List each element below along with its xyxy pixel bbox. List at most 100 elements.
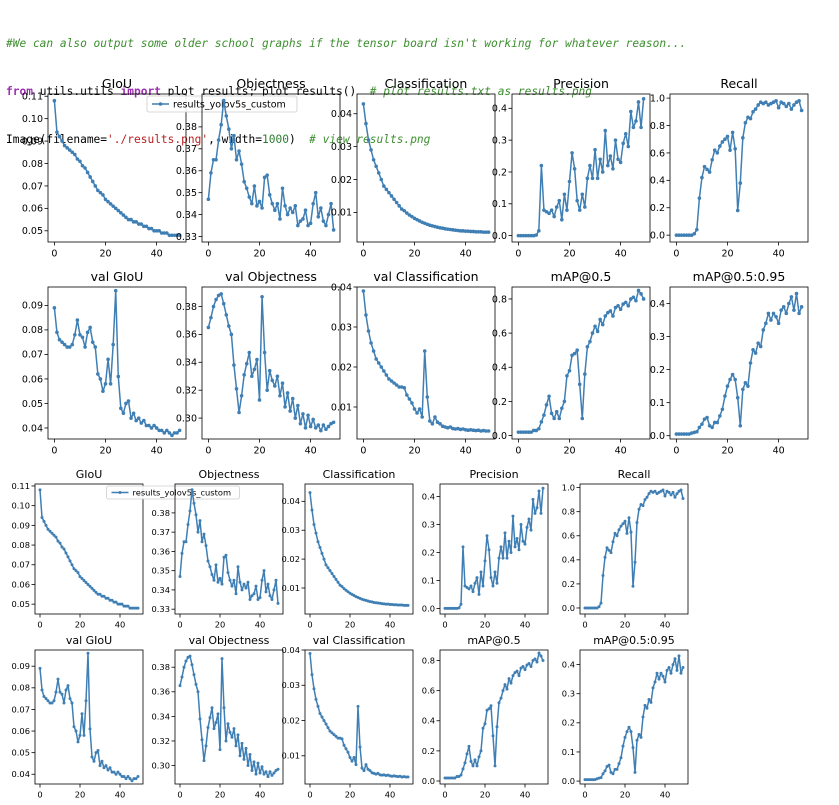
data-point	[324, 563, 328, 567]
data-point	[78, 733, 82, 737]
data-point	[481, 584, 485, 588]
module-name: utils.utils	[32, 85, 121, 98]
data-point	[406, 603, 410, 607]
x-tick-label: 40	[385, 789, 396, 799]
data-point	[639, 735, 643, 739]
data-point	[72, 567, 76, 571]
data-point	[641, 297, 646, 301]
data-point	[240, 741, 244, 745]
data-point	[222, 706, 226, 710]
data-point	[547, 211, 551, 216]
y-tick-label: 0.8	[650, 121, 665, 132]
data-point	[597, 605, 601, 609]
panel-classification-2: Classification 0 20 40 0.01 0.02 0.03 0.04	[282, 468, 414, 629]
import-rest: plot_results; plot_results()	[160, 85, 370, 98]
data-point	[214, 563, 218, 567]
data-point	[753, 107, 758, 111]
data-point	[126, 217, 131, 222]
data-point	[126, 604, 130, 608]
data-point	[590, 331, 595, 335]
data-point	[342, 587, 346, 591]
data-point	[106, 199, 110, 204]
x-tick-label: 0	[177, 789, 182, 799]
data-point	[570, 151, 574, 155]
data-point	[316, 540, 320, 544]
data-point	[483, 559, 487, 563]
y-tick-label: 0.10	[12, 501, 30, 511]
data-point	[80, 712, 84, 716]
data-point	[665, 668, 669, 672]
series-results-yolov5s-custom	[361, 289, 491, 433]
data-point	[293, 204, 298, 208]
data-point	[615, 534, 619, 538]
data-point	[268, 770, 272, 774]
data-point	[80, 335, 85, 340]
x-tick-label: 40	[520, 619, 531, 629]
data-point	[539, 163, 544, 168]
data-point	[303, 208, 308, 213]
data-point	[723, 394, 727, 398]
y-tick-label: 0.6	[650, 148, 665, 159]
data-point	[250, 201, 254, 206]
data-point	[104, 764, 108, 768]
data-point	[792, 103, 796, 107]
data-point	[328, 569, 332, 573]
data-point	[308, 491, 312, 495]
data-point	[635, 738, 639, 742]
data-point	[541, 659, 545, 663]
y-tick-label: 0.1	[650, 398, 665, 409]
data-point	[525, 525, 529, 529]
panel-title: Objectness	[236, 76, 305, 91]
panel-title: val Objectness	[189, 634, 270, 647]
plot-frame	[439, 649, 549, 785]
data-point	[60, 139, 64, 143]
data-point	[106, 596, 110, 600]
data-point	[761, 328, 766, 332]
data-point	[535, 506, 539, 510]
data-point	[677, 654, 681, 658]
data-point	[710, 425, 714, 430]
data-point	[86, 582, 90, 586]
y-tick-label: 0.38	[176, 302, 197, 313]
y-tick-label: 0.4	[650, 176, 665, 187]
data-point	[212, 578, 216, 582]
data-point	[588, 163, 592, 168]
data-point	[376, 171, 381, 175]
data-point	[114, 600, 118, 604]
data-point	[433, 415, 437, 419]
data-point	[700, 422, 704, 426]
data-point	[298, 421, 303, 426]
panel-title: GIoU	[76, 468, 103, 481]
data-point	[469, 759, 473, 763]
data-point	[633, 770, 637, 774]
data-point	[552, 416, 556, 421]
data-point	[118, 772, 122, 776]
x-tick-label: 40	[305, 249, 317, 260]
data-point	[503, 683, 507, 687]
data-point	[387, 377, 391, 381]
data-point	[489, 704, 493, 708]
y-tick-label: 0.07	[22, 350, 43, 361]
data-point	[382, 184, 386, 188]
data-point	[210, 573, 214, 577]
data-point	[232, 133, 236, 138]
x-tick-label: 0	[360, 249, 366, 260]
data-point	[360, 766, 364, 770]
data-point	[557, 416, 562, 421]
data-point	[262, 569, 266, 573]
data-point	[250, 768, 254, 772]
data-point	[475, 576, 479, 580]
data-point	[435, 420, 440, 425]
data-point	[743, 381, 748, 385]
data-point	[348, 756, 352, 760]
data-point	[606, 310, 610, 315]
data-point	[491, 734, 495, 738]
data-point	[70, 342, 75, 347]
data-point	[681, 496, 685, 500]
x-tick-label: 40	[773, 249, 785, 260]
data-point	[139, 222, 144, 226]
data-point	[73, 333, 77, 337]
data-point	[332, 733, 336, 737]
data-point	[625, 531, 629, 535]
data-point	[311, 417, 315, 422]
